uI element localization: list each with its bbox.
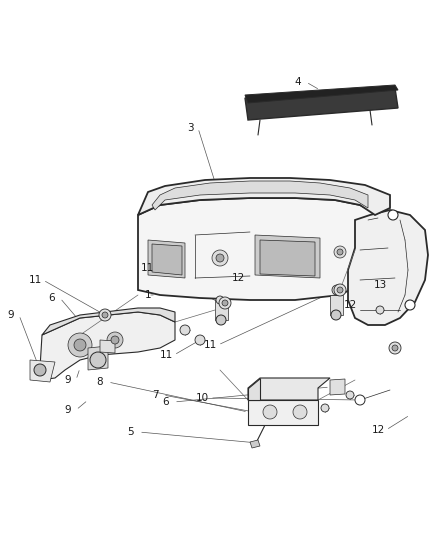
- Text: 11: 11: [159, 350, 173, 360]
- Text: 6: 6: [49, 293, 55, 303]
- Polygon shape: [148, 240, 185, 278]
- Circle shape: [111, 336, 119, 344]
- Circle shape: [216, 315, 226, 325]
- Text: 11: 11: [28, 275, 42, 285]
- Polygon shape: [215, 300, 228, 320]
- Circle shape: [376, 306, 384, 314]
- Text: 11: 11: [140, 263, 154, 273]
- Polygon shape: [248, 400, 318, 425]
- Text: 8: 8: [97, 377, 103, 387]
- Circle shape: [332, 285, 342, 295]
- Text: 12: 12: [343, 300, 357, 310]
- Text: 1: 1: [145, 290, 151, 300]
- Text: 10: 10: [195, 393, 208, 403]
- Polygon shape: [30, 360, 55, 382]
- Polygon shape: [330, 295, 343, 315]
- Circle shape: [180, 325, 190, 335]
- Circle shape: [68, 333, 92, 357]
- Polygon shape: [245, 88, 398, 120]
- Polygon shape: [88, 346, 108, 370]
- Circle shape: [263, 405, 277, 419]
- Circle shape: [99, 309, 111, 321]
- Polygon shape: [138, 198, 380, 300]
- Circle shape: [405, 300, 415, 310]
- Circle shape: [334, 284, 346, 296]
- Polygon shape: [330, 379, 345, 395]
- Circle shape: [388, 210, 398, 220]
- Text: 13: 13: [373, 280, 387, 290]
- Text: 11: 11: [203, 340, 217, 350]
- Polygon shape: [260, 240, 315, 276]
- Circle shape: [222, 300, 228, 306]
- Circle shape: [334, 246, 346, 258]
- Text: 12: 12: [371, 425, 385, 435]
- Circle shape: [90, 352, 106, 368]
- Circle shape: [389, 342, 401, 354]
- Circle shape: [337, 249, 343, 255]
- Circle shape: [107, 332, 123, 348]
- Polygon shape: [255, 235, 320, 278]
- Circle shape: [337, 287, 343, 293]
- Polygon shape: [348, 210, 428, 325]
- Circle shape: [346, 391, 354, 399]
- Polygon shape: [248, 378, 330, 400]
- Text: 4: 4: [295, 77, 301, 87]
- Circle shape: [355, 395, 365, 405]
- Polygon shape: [248, 378, 260, 400]
- Text: 9: 9: [65, 405, 71, 415]
- Circle shape: [392, 345, 398, 351]
- Polygon shape: [152, 181, 368, 210]
- Polygon shape: [245, 85, 398, 103]
- Polygon shape: [42, 308, 175, 335]
- Text: 5: 5: [128, 427, 134, 437]
- Circle shape: [331, 310, 341, 320]
- Text: 7: 7: [152, 390, 158, 400]
- Polygon shape: [152, 244, 182, 275]
- Circle shape: [102, 312, 108, 318]
- Circle shape: [34, 364, 46, 376]
- Polygon shape: [40, 312, 175, 380]
- Text: 9: 9: [65, 375, 71, 385]
- Text: 6: 6: [162, 397, 170, 407]
- Circle shape: [321, 404, 329, 412]
- Circle shape: [293, 405, 307, 419]
- Text: 12: 12: [231, 273, 245, 283]
- Text: 9: 9: [8, 310, 14, 320]
- Circle shape: [212, 250, 228, 266]
- Circle shape: [216, 254, 224, 262]
- Text: 3: 3: [187, 123, 193, 133]
- Circle shape: [216, 296, 224, 304]
- Polygon shape: [250, 440, 260, 448]
- Polygon shape: [138, 178, 390, 215]
- Circle shape: [74, 339, 86, 351]
- Polygon shape: [100, 340, 115, 353]
- Circle shape: [195, 335, 205, 345]
- Circle shape: [219, 297, 231, 309]
